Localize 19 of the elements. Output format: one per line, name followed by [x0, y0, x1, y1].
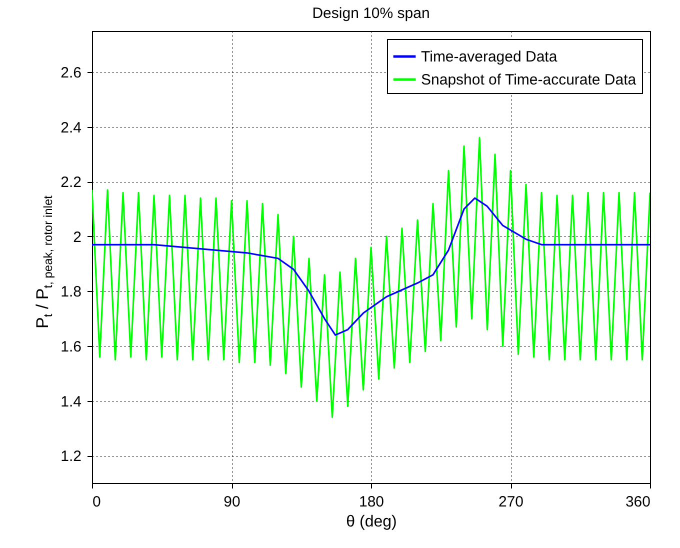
- legend-label: Snapshot of Time-accurate Data: [421, 72, 637, 88]
- line-series: [92, 197, 650, 336]
- y-tick-label: 1.2: [60, 448, 82, 466]
- y-tick-label: 2.6: [60, 64, 82, 82]
- x-tick-label: 180: [358, 494, 384, 510]
- line-series: [92, 137, 650, 418]
- y-tick-label: 2.2: [60, 174, 82, 192]
- x-tick-label: 360: [625, 494, 650, 510]
- legend-label: Time-averaged Data: [421, 48, 558, 66]
- chart-title: Design 10% span: [312, 5, 430, 22]
- y-tick-label: 2.4: [60, 119, 82, 136]
- x-tick-label: 90: [224, 494, 240, 510]
- x-tick-label: 0: [92, 494, 101, 510]
- x-tick-label: 270: [498, 494, 524, 510]
- y-tick-label: 2: [73, 228, 82, 246]
- y-tick-label: 1.8: [60, 284, 82, 301]
- x-axis-title: θ (deg): [346, 514, 397, 530]
- y-tick-label: 1.6: [60, 338, 82, 356]
- y-tick-label: 1.4: [60, 393, 82, 410]
